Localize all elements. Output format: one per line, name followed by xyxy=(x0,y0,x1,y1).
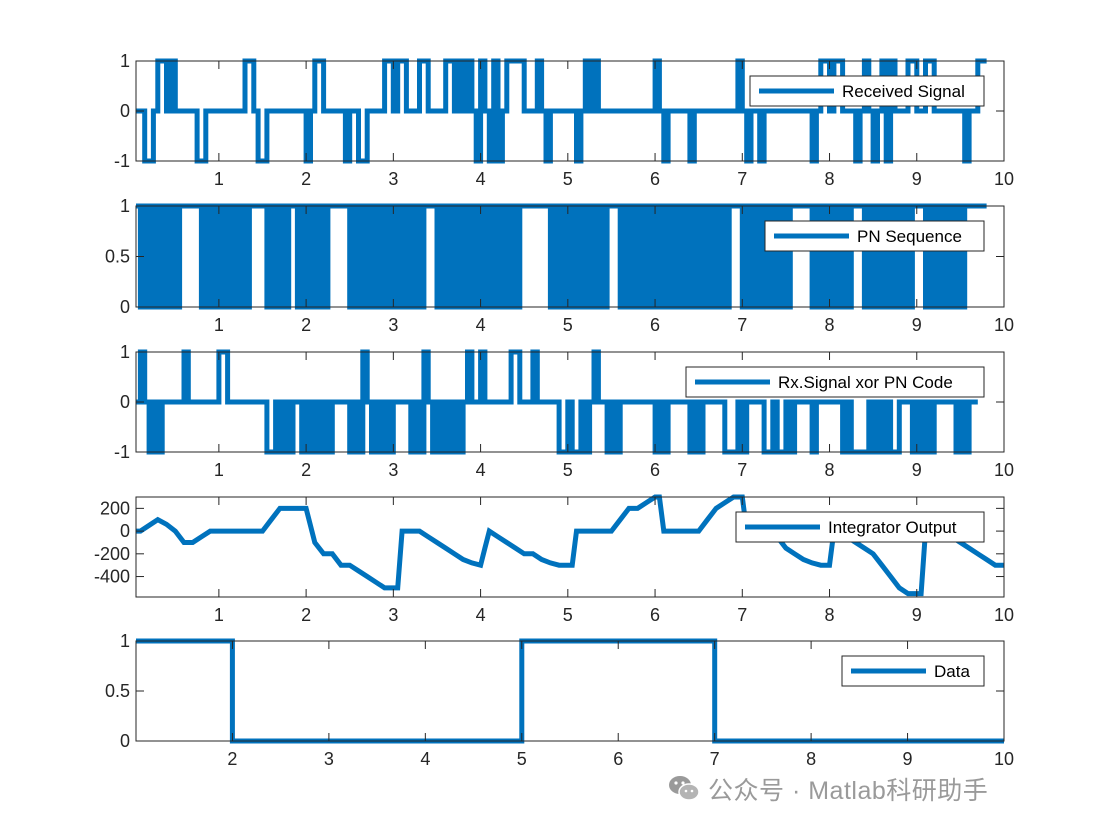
x-tick-label: 3 xyxy=(388,169,398,189)
x-tick-label: 1 xyxy=(214,315,224,335)
x-tick-label: 8 xyxy=(825,315,835,335)
y-tick-label: 0 xyxy=(120,101,130,121)
legend-label: Data xyxy=(934,662,970,681)
x-tick-label: 10 xyxy=(994,315,1014,335)
x-tick-label: 2 xyxy=(227,749,237,769)
x-tick-label: 5 xyxy=(517,749,527,769)
y-tick-label: 0 xyxy=(120,297,130,317)
x-tick-label: 9 xyxy=(912,315,922,335)
x-tick-label: 9 xyxy=(912,605,922,625)
x-tick-label: 8 xyxy=(825,460,835,480)
x-tick-label: 1 xyxy=(214,605,224,625)
x-tick-label: 6 xyxy=(650,315,660,335)
x-tick-label: 7 xyxy=(737,169,747,189)
legend-label: Integrator Output xyxy=(828,518,957,537)
x-tick-label: 4 xyxy=(476,169,486,189)
x-tick-label: 3 xyxy=(388,460,398,480)
subplot-2: 1 2 3 4 5 6 7 8 9 10 0 0.5 1 PN Sequence xyxy=(105,196,1014,335)
x-tick-label: 10 xyxy=(994,169,1014,189)
x-tick-label: 9 xyxy=(912,460,922,480)
x-tick-label: 7 xyxy=(737,315,747,335)
x-tick-label: 1 xyxy=(214,169,224,189)
subplot-5: 2 3 4 5 6 7 8 9 10 0 0.5 1 Data xyxy=(105,631,1014,769)
y-tick-label: 0.5 xyxy=(105,681,130,701)
wechat-logo-icon xyxy=(669,776,700,801)
x-tick-label: 5 xyxy=(563,460,573,480)
y-tick-label: 0 xyxy=(120,521,130,541)
y-tick-label: 0.5 xyxy=(105,247,130,267)
y-tick-label: -1 xyxy=(114,442,130,462)
legend-label: PN Sequence xyxy=(857,227,962,246)
x-tick-label: 7 xyxy=(737,605,747,625)
y-tick-label: 1 xyxy=(120,51,130,71)
x-tick-label: 8 xyxy=(825,605,835,625)
x-tick-label: 3 xyxy=(388,315,398,335)
subplot-1: 1 2 3 4 5 6 7 8 9 10 -1 0 1 Received Signal xyxy=(114,51,1014,189)
x-tick-label: 7 xyxy=(710,749,720,769)
y-tick-label: -400 xyxy=(94,567,130,587)
series-line xyxy=(136,58,987,164)
y-tick-label: -1 xyxy=(114,151,130,171)
y-tick-label: 1 xyxy=(120,631,130,651)
x-tick-label: 10 xyxy=(994,605,1014,625)
y-tick-label: -200 xyxy=(94,544,130,564)
y-tick-label: 0 xyxy=(120,731,130,751)
x-tick-label: 3 xyxy=(324,749,334,769)
x-tick-label: 3 xyxy=(388,605,398,625)
x-tick-label: 2 xyxy=(301,315,311,335)
x-tick-label: 9 xyxy=(912,169,922,189)
x-tick-label: 4 xyxy=(476,315,486,335)
y-tick-label: 1 xyxy=(120,342,130,362)
x-tick-label: 6 xyxy=(650,605,660,625)
x-tick-label: 1 xyxy=(214,460,224,480)
x-tick-label: 6 xyxy=(650,460,660,480)
x-tick-label: 4 xyxy=(476,460,486,480)
x-tick-label: 6 xyxy=(650,169,660,189)
y-tick-label: 1 xyxy=(120,196,130,216)
x-tick-label: 10 xyxy=(994,460,1014,480)
subplot-4: 1 2 3 4 5 6 7 8 9 10 200 0 -200 -400 Integrator Output xyxy=(94,494,1014,625)
y-tick-label: 200 xyxy=(100,498,130,518)
x-tick-label: 10 xyxy=(994,749,1014,769)
x-tick-label: 8 xyxy=(806,749,816,769)
x-tick-label: 5 xyxy=(563,605,573,625)
x-tick-label: 2 xyxy=(301,460,311,480)
x-tick-label: 4 xyxy=(420,749,430,769)
watermark-text: 公众号 · Matlab科研助手 xyxy=(708,777,989,805)
x-tick-label: 9 xyxy=(903,749,913,769)
subplot-3: 1 2 3 4 5 6 7 8 9 10 -1 0 1 Rx.Signal xor PN Code xyxy=(114,342,1014,480)
x-tick-label: 2 xyxy=(301,605,311,625)
series-line xyxy=(136,494,1004,597)
y-tick-label: 0 xyxy=(120,392,130,412)
x-tick-label: 7 xyxy=(737,460,747,480)
x-tick-label: 6 xyxy=(613,749,623,769)
x-tick-label: 5 xyxy=(563,315,573,335)
watermark: 公众号 · Matlab科研助手 xyxy=(668,769,988,809)
legend-label: Rx.Signal xor PN Code xyxy=(778,373,953,392)
axes-box xyxy=(135,496,1005,598)
legend-label: Received Signal xyxy=(842,82,965,101)
x-tick-label: 2 xyxy=(301,169,311,189)
x-tick-label: 5 xyxy=(563,169,573,189)
x-tick-label: 8 xyxy=(825,169,835,189)
x-tick-label: 4 xyxy=(476,605,486,625)
